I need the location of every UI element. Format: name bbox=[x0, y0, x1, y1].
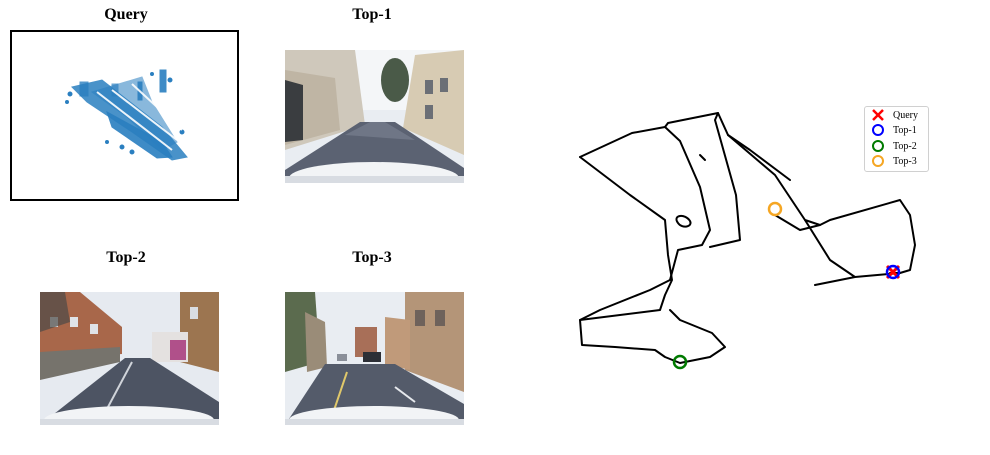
top3-marker bbox=[769, 203, 781, 215]
legend-item-top3: Top-3 bbox=[871, 154, 917, 168]
query-title: Query bbox=[36, 6, 216, 24]
top1-title: Top-1 bbox=[282, 6, 462, 24]
map-legend: Query Top-1 Top-2 Top-3 bbox=[864, 106, 929, 172]
query-pointcloud bbox=[12, 32, 237, 199]
top2-image bbox=[40, 292, 219, 425]
query-pointcloud-frame bbox=[10, 30, 239, 201]
top2-title: Top-2 bbox=[36, 249, 216, 267]
legend-label: Query bbox=[893, 110, 918, 121]
legend-item-query: Query bbox=[871, 108, 918, 122]
legend-item-top2: Top-2 bbox=[871, 139, 917, 153]
legend-label: Top-3 bbox=[893, 156, 917, 167]
legend-label: Top-2 bbox=[893, 141, 917, 152]
legend-item-top1: Top-1 bbox=[871, 123, 917, 137]
top3-image bbox=[285, 292, 464, 425]
circle-marker-icon bbox=[871, 154, 885, 168]
top3-title: Top-3 bbox=[282, 249, 462, 267]
circle-marker-icon bbox=[871, 139, 885, 153]
circle-marker-icon bbox=[871, 123, 885, 137]
legend-label: Top-1 bbox=[893, 125, 917, 136]
x-marker-icon bbox=[871, 108, 885, 122]
top1-image bbox=[285, 50, 464, 183]
